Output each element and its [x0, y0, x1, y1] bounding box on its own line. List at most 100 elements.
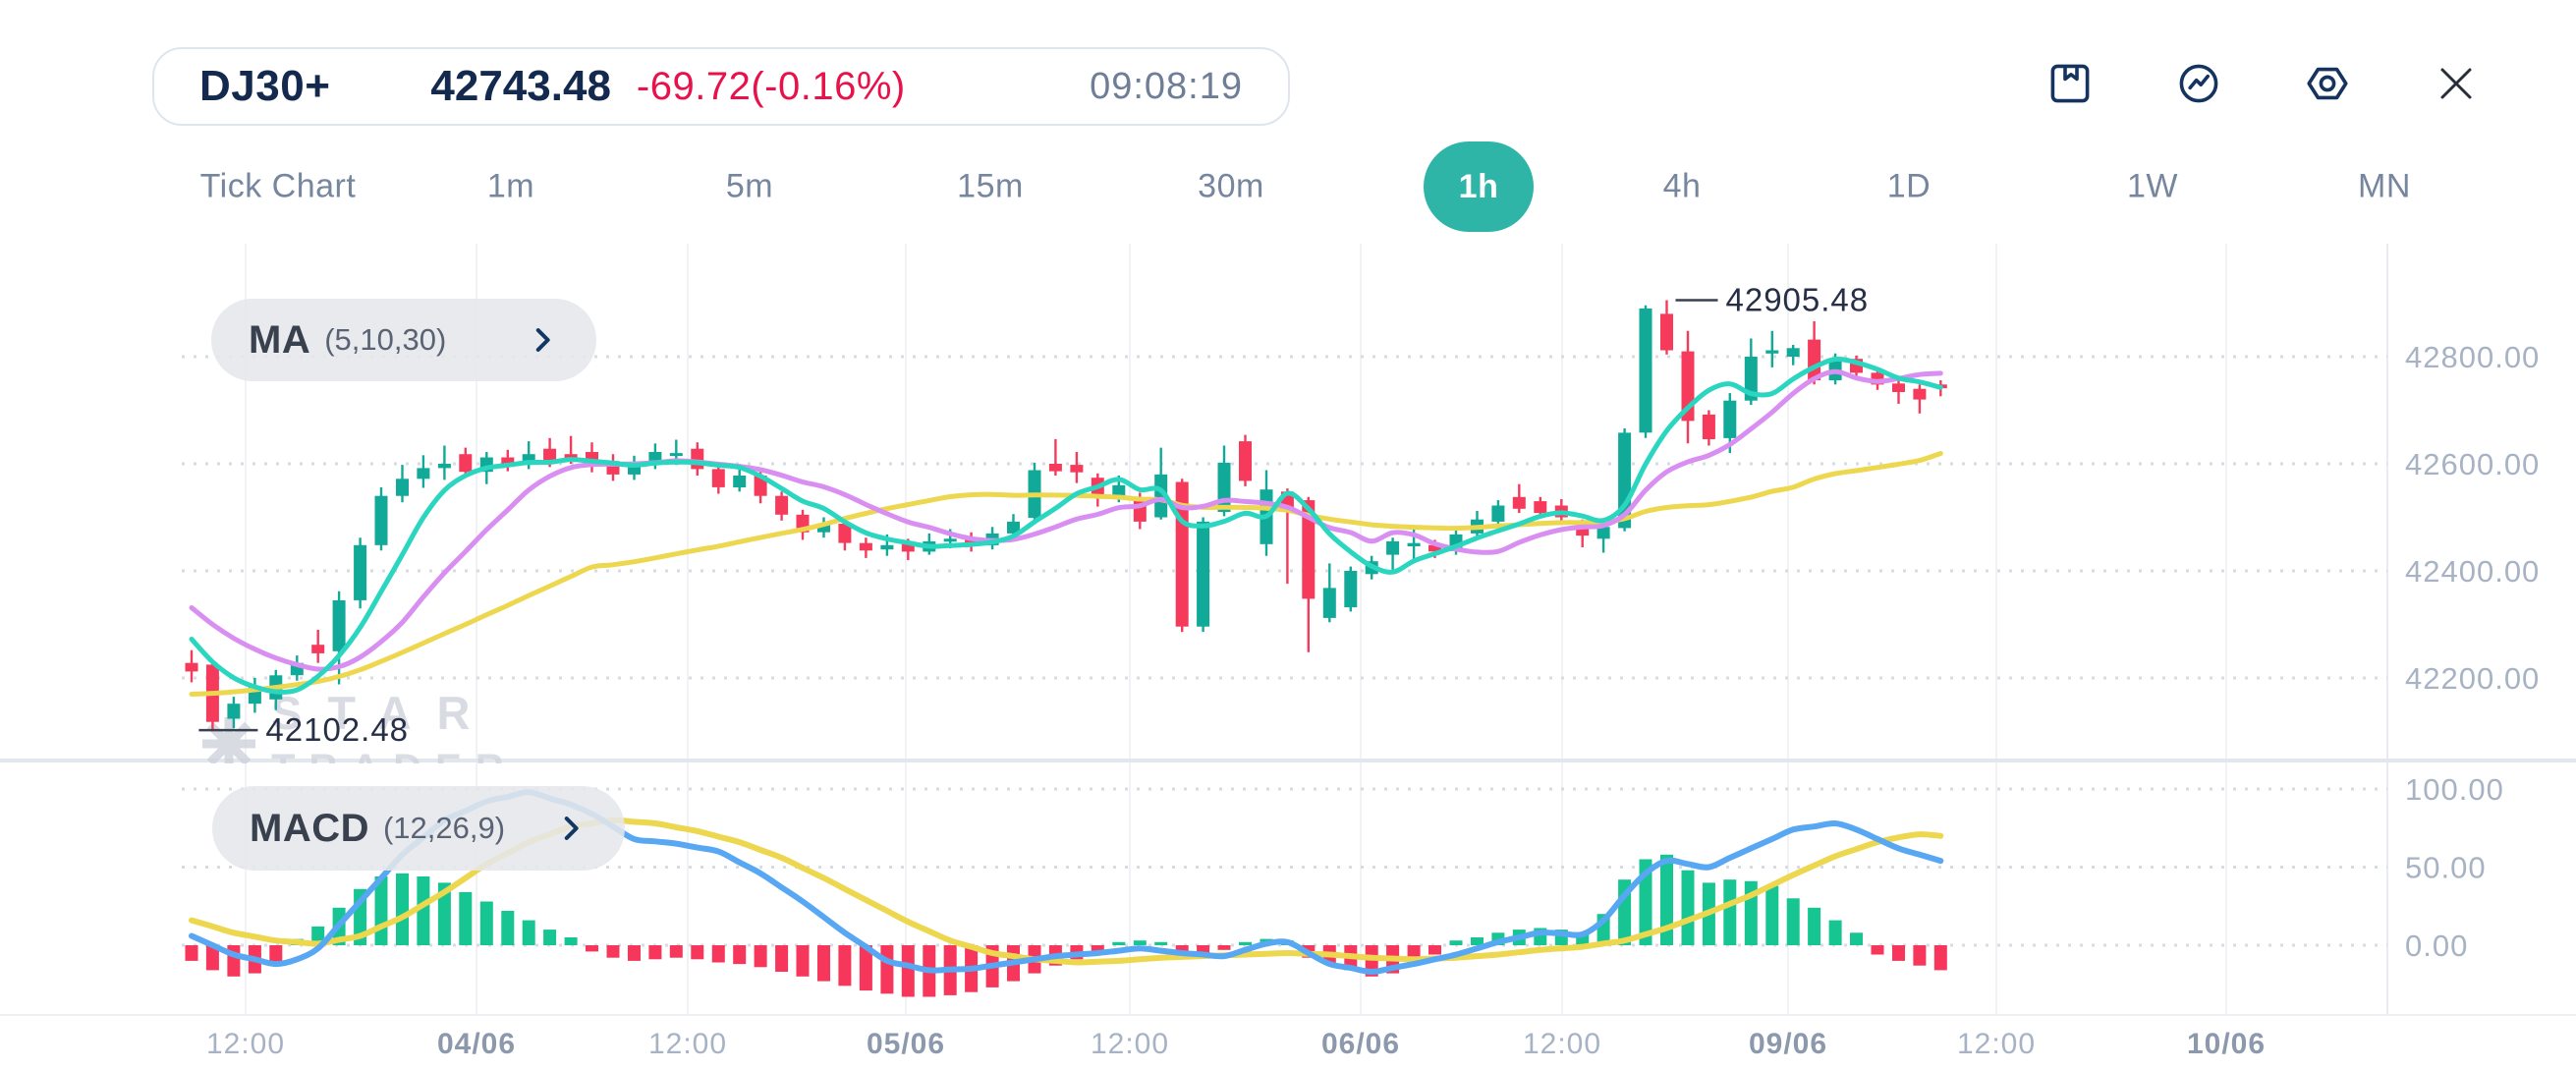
candle [1702, 414, 1715, 439]
y-axis-label: 42800.00 [2405, 340, 2540, 374]
macd-bar [1428, 945, 1441, 955]
ma30-line [189, 451, 1943, 697]
candle [1344, 571, 1358, 608]
macd-bar [586, 945, 598, 952]
macd-axis-label: 0.00 [2405, 929, 2468, 963]
macd-bar [669, 945, 683, 958]
candle [459, 454, 473, 473]
quote-header[interactable]: DJ30+ 42743.48 -69.72(-0.16%) 09:08:19 [152, 47, 1290, 126]
macd-bar [1786, 898, 1800, 945]
candle [1723, 400, 1737, 438]
tab-1m[interactable]: 1m [486, 167, 535, 205]
macd-bar [1112, 941, 1126, 945]
watermark-text: STAR [271, 687, 495, 739]
watermark-text: TRADER [271, 747, 518, 790]
candle [1239, 441, 1252, 481]
candle [332, 600, 346, 651]
x-axis-label: 12:00 [1523, 1028, 1601, 1060]
market-pulse-icon [2179, 64, 2218, 103]
candle [943, 538, 957, 542]
x-axis-label: 12:00 [1091, 1028, 1169, 1060]
x-axis-label: 12:00 [1957, 1028, 2036, 1060]
macd-bar [564, 937, 578, 945]
quote-time: 09:08:19 [1090, 65, 1243, 107]
candle [1197, 521, 1210, 627]
macd-bar [417, 876, 430, 945]
macd-bar [1091, 945, 1104, 955]
close-button[interactable] [2433, 60, 2480, 107]
candle [1491, 505, 1505, 522]
tab-15m[interactable]: 15m [957, 167, 1024, 205]
ma5-line [189, 356, 1943, 695]
tab-5m[interactable]: 5m [725, 167, 774, 205]
bookmark-button[interactable] [2046, 60, 2094, 107]
macd-bar [459, 891, 473, 945]
candle [1070, 465, 1084, 473]
watermark: STAR TRADER [202, 687, 518, 790]
macd-bar [648, 945, 662, 960]
candle [859, 542, 872, 551]
macd-bar [1133, 940, 1147, 945]
macd-indicator-pill[interactable]: MACD (12,26,9) [212, 786, 625, 871]
candle [775, 495, 789, 515]
macd-bar [543, 930, 557, 945]
last-price: 42743.48 [430, 62, 611, 110]
settings-button[interactable] [2304, 60, 2351, 107]
market-pulse-button[interactable] [2175, 60, 2222, 107]
macd-bar [1681, 870, 1695, 945]
ma-indicator-pill[interactable]: MA (5,10,30) [211, 299, 596, 381]
tab-mn[interactable]: MN [2358, 167, 2411, 205]
candle [1048, 464, 1062, 472]
macd-bar [522, 920, 535, 945]
tab-tick-chart[interactable]: Tick Chart [199, 167, 357, 205]
tab-1d[interactable]: 1D [1886, 167, 1932, 205]
candle [1744, 357, 1758, 401]
chevron-right-icon [554, 812, 588, 845]
toolbar [2046, 60, 2480, 107]
macd-bar [396, 873, 409, 945]
tab-4h[interactable]: 4h [1662, 167, 1702, 205]
candle [1217, 462, 1231, 512]
ma10-line [189, 368, 1943, 672]
candle [1407, 542, 1421, 546]
macd-indicator-label: MACD [250, 806, 369, 850]
candle [1512, 496, 1526, 509]
y-axis-label: 42200.00 [2405, 661, 2540, 696]
macd-bar [733, 945, 747, 965]
macd-bar [1197, 945, 1210, 955]
tab-1w[interactable]: 1W [2127, 167, 2178, 205]
macd-bar [1892, 945, 1905, 961]
macd-bar [185, 945, 198, 961]
macd-bar [479, 901, 493, 945]
y-axis-label: 42600.00 [2405, 447, 2540, 481]
x-axis-label: 04/06 [437, 1028, 516, 1060]
macd-bar [859, 945, 872, 991]
candle [1765, 350, 1779, 354]
macd-bar [775, 945, 789, 972]
macd-bar [1175, 945, 1189, 952]
close-icon [2440, 68, 2472, 99]
candle [880, 544, 894, 550]
high-marker-label: 42905.48 [1726, 282, 1870, 318]
bookmark-icon [2050, 64, 2090, 103]
candles-layer [185, 300, 1947, 731]
candle [669, 453, 683, 457]
macd-bar [1217, 945, 1231, 950]
macd-bar [1639, 859, 1652, 945]
x-axis-label: 05/06 [867, 1028, 945, 1060]
macd-bar [754, 945, 767, 968]
candle [1913, 388, 1927, 400]
macd-axis-label: 100.00 [2405, 772, 2504, 807]
macd-bar [1808, 907, 1821, 945]
price-markers: 42905.48 42102.48 [198, 282, 1870, 748]
price-change: -69.72(-0.16%) [636, 64, 906, 108]
candle [417, 468, 430, 479]
candle [396, 479, 409, 496]
candle [965, 537, 979, 545]
tab-30m[interactable]: 30m [1198, 167, 1264, 205]
low-marker-label: 42102.48 [265, 711, 409, 748]
macd-bar [606, 945, 620, 958]
tab-1h[interactable]: 1h [1424, 141, 1534, 232]
